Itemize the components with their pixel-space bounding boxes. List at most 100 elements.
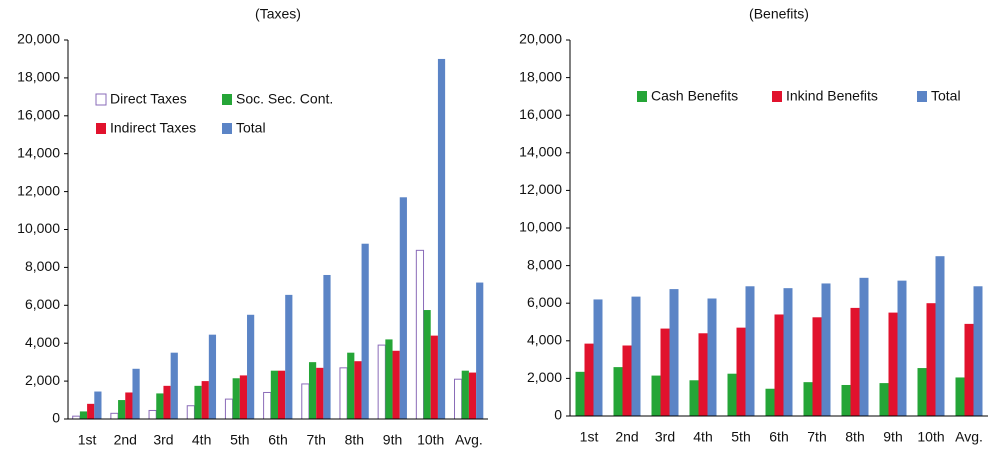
- bar: [308, 362, 317, 419]
- chart-title: (Benefits): [749, 6, 809, 22]
- x-tick-label: 3rd: [153, 432, 173, 448]
- bar: [87, 403, 95, 419]
- y-tick-label: 8,000: [527, 256, 562, 272]
- bar: [323, 274, 331, 419]
- y-tick-label: 4,000: [25, 334, 60, 350]
- bar: [270, 370, 278, 419]
- bar: [897, 280, 907, 416]
- bar: [584, 343, 594, 416]
- legend-swatch: [96, 123, 106, 134]
- bar: [803, 382, 813, 416]
- bar: [339, 367, 348, 420]
- y-tick-label: 18,000: [519, 68, 562, 84]
- bar: [239, 375, 248, 419]
- bar: [232, 378, 240, 419]
- y-tick-label: 6,000: [527, 294, 562, 310]
- bar: [745, 286, 755, 416]
- x-tick-label: Avg.: [455, 432, 483, 448]
- y-tick-label: 16,000: [17, 107, 60, 123]
- y-tick-label: 4,000: [527, 332, 562, 348]
- legend-swatch: [772, 91, 782, 102]
- legend-label: Soc. Sec. Cont.: [236, 91, 333, 107]
- bar: [392, 350, 400, 419]
- bar: [736, 327, 746, 416]
- bar: [125, 392, 133, 419]
- bar: [278, 370, 286, 419]
- bar: [651, 375, 661, 416]
- bar: [917, 368, 927, 416]
- bar: [669, 289, 679, 416]
- bar: [689, 380, 699, 416]
- bar: [973, 286, 983, 416]
- bar: [263, 391, 272, 420]
- bar: [461, 370, 469, 419]
- bar: [879, 383, 889, 416]
- bar: [821, 283, 831, 416]
- legend-label: Direct Taxes: [110, 91, 187, 107]
- bar: [201, 381, 209, 419]
- y-tick-label: 10,000: [519, 219, 562, 235]
- bar: [194, 385, 202, 419]
- bar: [841, 384, 851, 416]
- y-tick-label: 8,000: [25, 258, 60, 274]
- x-tick-label: Avg.: [955, 429, 983, 445]
- bar: [859, 277, 869, 416]
- y-tick-label: 16,000: [519, 106, 562, 122]
- bar: [316, 367, 324, 419]
- bar: [935, 256, 945, 416]
- legend-swatch: [917, 91, 927, 102]
- bar: [660, 328, 670, 416]
- bar: [707, 298, 717, 416]
- x-tick-label: 5th: [230, 432, 249, 448]
- bar: [347, 352, 355, 419]
- bar: [698, 333, 708, 416]
- x-tick-label: 2nd: [114, 432, 137, 448]
- legend-swatch: [637, 91, 647, 102]
- bar: [727, 373, 737, 416]
- bar: [163, 385, 171, 419]
- x-tick-label: 6th: [268, 432, 287, 448]
- x-tick-label: 5th: [731, 429, 750, 445]
- bar: [186, 405, 195, 420]
- y-tick-label: 20,000: [17, 31, 60, 47]
- bar: [415, 249, 425, 420]
- x-tick-label: 10th: [917, 429, 944, 445]
- bar: [926, 303, 936, 416]
- bar: [437, 58, 446, 419]
- bar: [156, 393, 164, 419]
- bar: [132, 368, 140, 419]
- bar: [888, 312, 898, 416]
- bar: [575, 371, 585, 416]
- bar: [430, 335, 438, 419]
- y-tick-label: 14,000: [17, 144, 60, 160]
- bar: [468, 372, 477, 419]
- x-tick-label: 6th: [769, 429, 788, 445]
- x-tick-label: 10th: [417, 432, 444, 448]
- bar: [622, 345, 632, 416]
- y-tick-label: 20,000: [519, 31, 562, 47]
- bar: [354, 361, 362, 419]
- y-tick-label: 12,000: [519, 181, 562, 197]
- x-tick-label: 4th: [192, 432, 211, 448]
- x-tick-label: 2nd: [615, 429, 638, 445]
- x-tick-label: 3rd: [655, 429, 675, 445]
- bar: [385, 339, 393, 419]
- x-tick-label: 4th: [693, 429, 712, 445]
- legend-label: Indirect Taxes: [110, 120, 196, 136]
- bar: [79, 411, 88, 419]
- bar: [476, 282, 484, 419]
- bar: [955, 377, 965, 416]
- x-tick-label: 7th: [306, 432, 325, 448]
- bar: [247, 314, 255, 419]
- x-tick-label: 8th: [845, 429, 864, 445]
- chart-title: (Taxes): [255, 6, 301, 22]
- x-tick-label: 8th: [345, 432, 364, 448]
- bar: [110, 412, 119, 420]
- x-tick-label: 1st: [78, 432, 97, 448]
- bar: [170, 352, 178, 419]
- y-tick-label: 0: [52, 410, 60, 426]
- x-tick-label: 7th: [807, 429, 826, 445]
- y-tick-label: 10,000: [17, 220, 60, 236]
- legend-swatch: [222, 123, 232, 134]
- legend-label: Inkind Benefits: [786, 88, 878, 104]
